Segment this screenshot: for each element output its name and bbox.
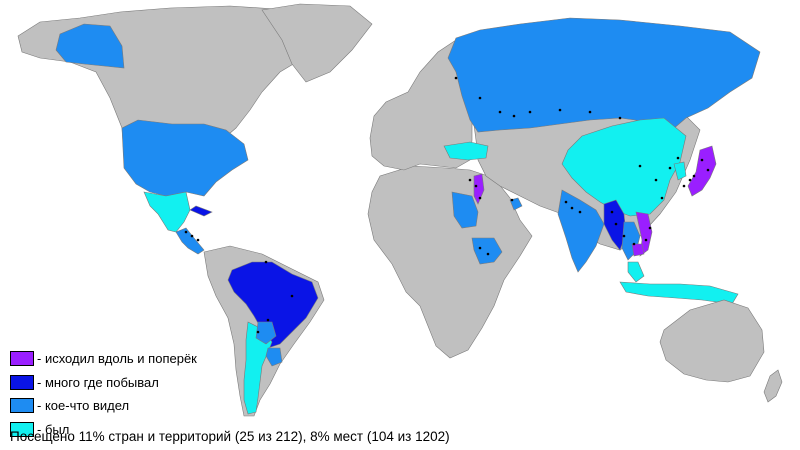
city-dot (510, 198, 514, 202)
map-region-usa (121, 119, 249, 197)
city-dot (478, 96, 482, 100)
city-dot (706, 168, 710, 172)
map-region-cambodia (631, 243, 645, 257)
city-dot (660, 196, 664, 200)
legend-item-walked: - исходил вдоль и поперёк (10, 347, 270, 371)
city-dot (692, 174, 696, 178)
city-dot (196, 238, 200, 242)
map-region-south-korea (673, 161, 687, 181)
city-dot (676, 156, 680, 160)
city-dot (614, 222, 618, 226)
city-dot (668, 166, 672, 170)
map-region-greenland (261, 3, 373, 83)
city-dot (190, 234, 194, 238)
city-dot (478, 196, 482, 200)
map-region-ethiopia (471, 237, 503, 265)
map-region-israel (473, 173, 485, 205)
map-region-china (561, 117, 687, 217)
city-dot (644, 238, 648, 242)
map-region-india (557, 189, 605, 273)
legend-swatch-many (10, 374, 34, 390)
city-dot (264, 260, 268, 264)
visited-stats: Посещено 11% стран и территорий (25 из 2… (10, 429, 450, 444)
city-dot (588, 110, 592, 114)
legend-swatch-been (10, 421, 34, 437)
city-dot (184, 230, 188, 234)
city-dot (478, 246, 482, 250)
legend-swatch-seen (10, 398, 34, 414)
city-dot (558, 108, 562, 112)
legend-label-been: - был (37, 421, 70, 437)
city-dot (632, 242, 636, 246)
map-region-uae (509, 197, 523, 211)
city-dot (700, 158, 704, 162)
legend: - исходил вдоль и поперёк - много где по… (10, 347, 270, 441)
legend-item-seen: - кое-что видел (10, 394, 270, 418)
city-dot (290, 294, 294, 298)
city-dot (648, 226, 652, 230)
map-region-paraguay (255, 321, 277, 345)
city-dot (688, 178, 692, 182)
city-dot (474, 184, 478, 188)
legend-label-seen: - кое-что видел (37, 398, 130, 414)
city-dot (256, 330, 260, 334)
map-region-australia (659, 299, 765, 383)
map-region-turkey (443, 141, 489, 161)
map-region-vietnam (635, 211, 653, 257)
city-dot (454, 76, 458, 80)
city-dots (184, 76, 710, 334)
city-dot (528, 110, 532, 114)
city-dot (468, 178, 472, 182)
map-region-mexico (143, 191, 191, 233)
map-region-egypt (451, 191, 479, 229)
city-dot (610, 210, 614, 214)
legend-item-many: - много где побывал (10, 371, 270, 395)
map-region-malaysia (627, 261, 645, 283)
map-region-argentina (243, 321, 273, 415)
legend-item-been: - был (10, 418, 270, 442)
city-dot (266, 318, 270, 322)
city-dot (638, 164, 642, 168)
legend-label-walked: - исходил вдоль и поперёк (37, 351, 197, 367)
city-dot (578, 210, 582, 214)
map-region-uruguay (265, 347, 283, 367)
city-dot (682, 184, 686, 188)
legend-swatch-walked (10, 351, 34, 367)
legend-label-many: - много где побывал (37, 374, 159, 390)
city-dot (654, 178, 658, 182)
map-region-central-america (175, 227, 205, 255)
city-dot (618, 116, 622, 120)
map-region-brazil (227, 261, 319, 349)
map-region-cuba (189, 205, 213, 217)
map-region-new-zealand (763, 369, 783, 403)
city-dot (564, 200, 568, 204)
map-region-alaska (55, 23, 125, 69)
map-regions (17, 3, 783, 417)
city-dot (570, 206, 574, 210)
city-dot (622, 234, 626, 238)
city-dot (486, 252, 490, 256)
city-dot (512, 114, 516, 118)
city-dot (498, 110, 502, 114)
